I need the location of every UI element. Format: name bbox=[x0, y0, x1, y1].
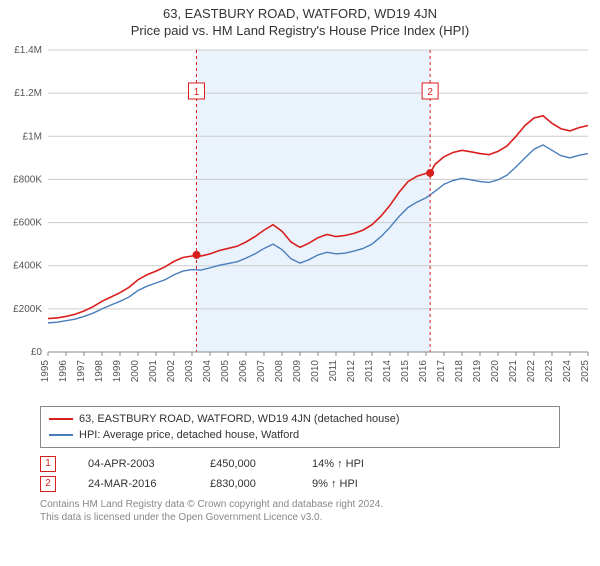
x-tick-label: 2018 bbox=[454, 360, 465, 383]
y-tick-label: £800K bbox=[13, 174, 42, 185]
line-chart-svg: £0 £200K £400K £600K £800K £1M £1.2M £1.4M 1995 1… bbox=[0, 42, 600, 402]
x-tick-label: 1995 bbox=[40, 360, 51, 383]
x-tick-label: 1996 bbox=[58, 360, 69, 383]
transactions-table: 1 04-APR-2003 £450,000 14% ↑ HPI 2 24-MAR-201… bbox=[40, 454, 560, 494]
marker-label: 1 bbox=[194, 87, 200, 98]
x-tick-label: 2014 bbox=[382, 360, 393, 383]
legend-item: 63, EASTBURY ROAD, WATFORD, WD19 4JN (de… bbox=[49, 411, 551, 427]
x-tick-label: 2009 bbox=[292, 360, 303, 383]
x-tick-label: 2002 bbox=[166, 360, 177, 383]
chart-plot-area: £0 £200K £400K £600K £800K £1M £1.2M £1.4M 1995 1… bbox=[0, 42, 600, 402]
x-tick-label: 2019 bbox=[472, 360, 483, 383]
x-tick-label: 2023 bbox=[544, 360, 555, 383]
x-tick-label: 2008 bbox=[274, 360, 285, 383]
x-tick-label: 2000 bbox=[130, 360, 141, 383]
footer-line: This data is licensed under the Open Gov… bbox=[40, 511, 560, 524]
y-tick-label: £0 bbox=[31, 347, 43, 358]
chart-subtitle: Price paid vs. HM Land Registry's House … bbox=[0, 23, 600, 38]
x-tick-label: 2010 bbox=[310, 360, 321, 383]
transaction-delta: 14% ↑ HPI bbox=[312, 454, 392, 474]
chart-container: 63, EASTBURY ROAD, WATFORD, WD19 4JN Pri… bbox=[0, 6, 600, 566]
x-tick-label: 2013 bbox=[364, 360, 375, 383]
x-tick-label: 2021 bbox=[508, 360, 519, 383]
x-tick-label: 2012 bbox=[346, 360, 357, 383]
transaction-date: 04-APR-2003 bbox=[88, 454, 178, 474]
footer-line: Contains HM Land Registry data © Crown c… bbox=[40, 498, 560, 511]
x-tick-label: 2022 bbox=[526, 360, 537, 383]
transaction-date: 24-MAR-2016 bbox=[88, 474, 178, 494]
marker-label: 2 bbox=[427, 87, 433, 98]
transaction-row: 2 24-MAR-2016 £830,000 9% ↑ HPI bbox=[40, 474, 560, 494]
x-tick-label: 1997 bbox=[76, 360, 87, 383]
legend-label: HPI: Average price, detached house, Watf… bbox=[79, 427, 299, 443]
x-tick-label: 2001 bbox=[148, 360, 159, 383]
x-tick-label: 2007 bbox=[256, 360, 267, 383]
legend-item: HPI: Average price, detached house, Watf… bbox=[49, 427, 551, 443]
marker-dot bbox=[193, 251, 201, 259]
y-tick-label: £400K bbox=[13, 261, 42, 272]
transaction-row: 1 04-APR-2003 £450,000 14% ↑ HPI bbox=[40, 454, 560, 474]
transaction-price: £450,000 bbox=[210, 454, 280, 474]
x-tick-label: 1998 bbox=[94, 360, 105, 383]
y-tick-label: £1.2M bbox=[14, 88, 42, 99]
x-tick-label: 2017 bbox=[436, 360, 447, 383]
x-tick-label: 2011 bbox=[328, 360, 339, 382]
legend-label: 63, EASTBURY ROAD, WATFORD, WD19 4JN (de… bbox=[79, 411, 400, 427]
x-tick-label: 2004 bbox=[202, 360, 213, 383]
x-tick-label: 2016 bbox=[418, 360, 429, 383]
y-tick-label: £600K bbox=[13, 218, 42, 229]
marker-dot bbox=[426, 169, 434, 177]
x-tick-label: 2005 bbox=[220, 360, 231, 383]
legend-swatch bbox=[49, 434, 73, 436]
x-tick-label: 2020 bbox=[490, 360, 501, 383]
footer: Contains HM Land Registry data © Crown c… bbox=[40, 498, 560, 524]
y-tick-label: £1.4M bbox=[14, 45, 42, 56]
highlight-band bbox=[197, 50, 431, 352]
x-tick-label: 2015 bbox=[400, 360, 411, 383]
legend-box: 63, EASTBURY ROAD, WATFORD, WD19 4JN (de… bbox=[40, 406, 560, 448]
transaction-delta: 9% ↑ HPI bbox=[312, 474, 392, 494]
x-tick-label: 2003 bbox=[184, 360, 195, 383]
x-tick-label: 1999 bbox=[112, 360, 123, 383]
transaction-price: £830,000 bbox=[210, 474, 280, 494]
y-tick-label: £1M bbox=[23, 131, 42, 142]
x-tick-label: 2024 bbox=[562, 360, 573, 383]
y-tick-label: £200K bbox=[13, 304, 42, 315]
x-tick-label: 2006 bbox=[238, 360, 249, 383]
legend-swatch bbox=[49, 418, 73, 420]
transaction-marker: 2 bbox=[40, 476, 56, 492]
x-tick-label: 2025 bbox=[580, 360, 591, 383]
chart-title: 63, EASTBURY ROAD, WATFORD, WD19 4JN bbox=[0, 6, 600, 21]
transaction-marker: 1 bbox=[40, 456, 56, 472]
